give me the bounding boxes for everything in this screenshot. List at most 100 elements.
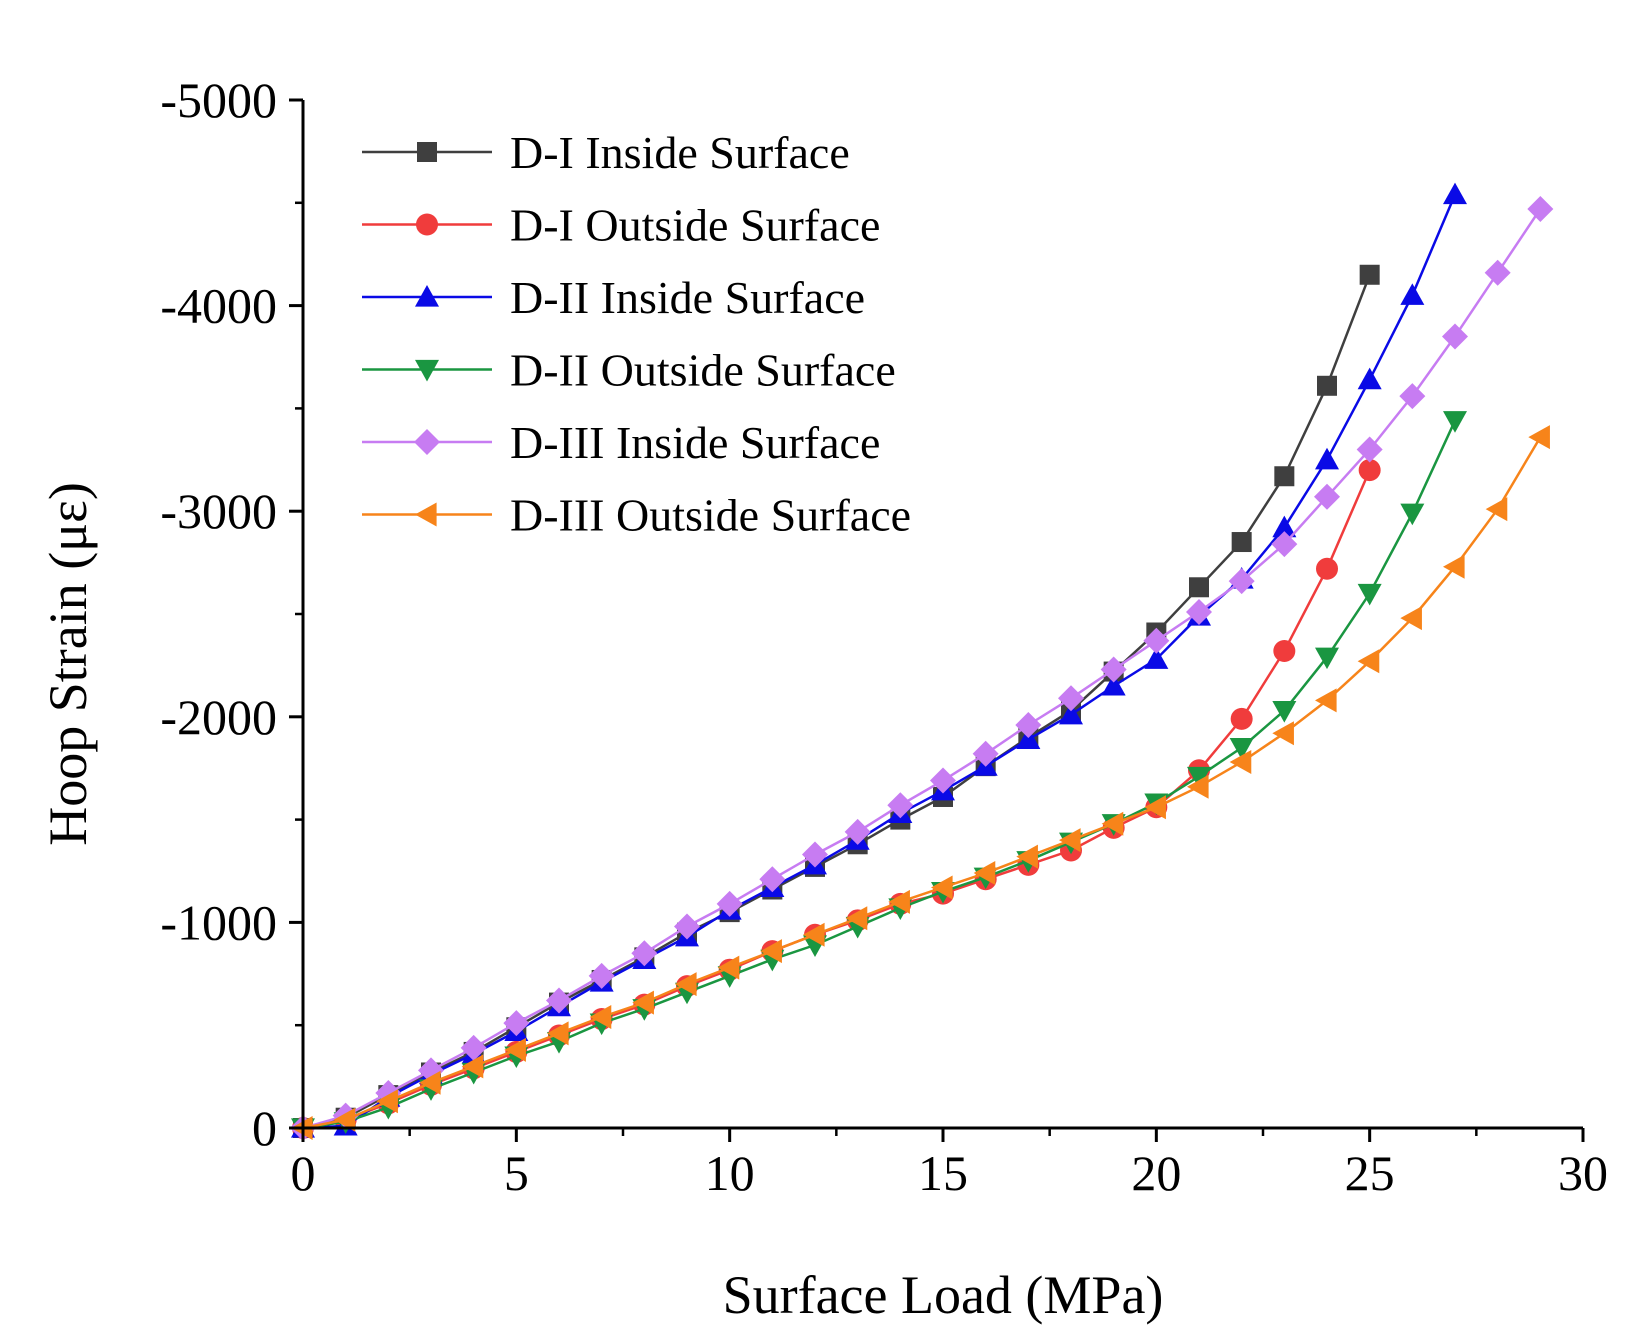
data-point xyxy=(1229,738,1254,760)
data-point xyxy=(1314,483,1340,510)
data-point xyxy=(1356,436,1383,463)
legend-marker xyxy=(414,429,440,455)
data-point xyxy=(1484,259,1511,286)
series-line xyxy=(302,208,1542,1130)
data-point xyxy=(1229,750,1252,775)
x-tick-label: 30 xyxy=(1558,1145,1608,1201)
data-point xyxy=(1101,673,1126,696)
x-tick-label: 25 xyxy=(1345,1145,1395,1201)
y-axis-title: Hoop Strain (με) xyxy=(38,482,98,846)
data-point xyxy=(1058,685,1084,712)
legend-label: D-III Outside Surface xyxy=(510,490,911,541)
data-point xyxy=(1357,649,1380,674)
data-point xyxy=(589,1004,612,1029)
data-point xyxy=(1316,557,1338,580)
data-point xyxy=(546,987,572,1014)
data-point xyxy=(1315,447,1339,470)
series-6 xyxy=(291,425,1550,1140)
legend-item: D-II Inside Surface xyxy=(362,272,865,323)
data-point xyxy=(1443,554,1465,579)
data-point xyxy=(845,906,868,931)
data-point xyxy=(547,1021,569,1046)
legend-marker xyxy=(415,285,439,307)
data-point xyxy=(1400,283,1425,305)
legend-marker xyxy=(415,359,439,382)
data-point xyxy=(675,972,697,997)
series-1 xyxy=(293,264,1380,1138)
data-point xyxy=(632,990,654,1015)
series-line xyxy=(302,436,1542,1130)
data-point xyxy=(760,939,782,964)
data-point xyxy=(887,792,914,819)
data-point xyxy=(1443,182,1467,205)
series-line xyxy=(302,469,1371,1130)
legend-marker xyxy=(416,213,438,236)
legend-marker xyxy=(415,502,437,527)
x-tick-label: 10 xyxy=(705,1145,755,1201)
data-point xyxy=(333,1107,356,1132)
y-tick-label: 0 xyxy=(252,1100,277,1156)
data-point xyxy=(1400,606,1422,631)
data-point xyxy=(460,1034,487,1061)
data-point xyxy=(1187,774,1209,799)
data-point xyxy=(716,890,743,917)
data-point xyxy=(1189,577,1209,598)
data-point xyxy=(1315,647,1339,670)
legend-label: D-I Outside Surface xyxy=(510,200,880,251)
y-tick-label: -5000 xyxy=(160,72,277,128)
data-point xyxy=(759,866,786,893)
data-point xyxy=(1186,598,1212,625)
y-tick-label: -3000 xyxy=(160,483,277,539)
legend-item: D-II Outside Surface xyxy=(362,345,896,396)
data-point xyxy=(1271,531,1298,558)
plot-area xyxy=(290,182,1554,1141)
data-point xyxy=(1101,811,1124,836)
data-point xyxy=(1143,627,1170,654)
data-point xyxy=(1272,515,1297,538)
data-point xyxy=(1059,702,1083,725)
series-line xyxy=(302,194,1457,1130)
data-point xyxy=(1527,195,1554,222)
x-tick-label: 20 xyxy=(1131,1145,1181,1201)
data-point xyxy=(1357,367,1382,390)
legend: D-I Inside Surface D-I Outside Surface D-I… xyxy=(362,127,911,541)
data-point xyxy=(376,1089,398,1114)
data-point xyxy=(1399,383,1426,410)
data-point xyxy=(717,955,740,980)
legend-item: D-I Outside Surface xyxy=(362,200,880,251)
data-point xyxy=(973,861,996,886)
data-point xyxy=(1144,647,1169,669)
data-point xyxy=(1059,828,1081,853)
y-tick-label: -1000 xyxy=(160,894,277,950)
data-point xyxy=(419,1070,441,1095)
series-line xyxy=(302,274,1371,1130)
data-point xyxy=(1272,721,1294,746)
data-point xyxy=(1528,425,1550,450)
x-axis-title: Surface Load (MPa) xyxy=(723,1265,1164,1325)
legend-item: D-I Inside Surface xyxy=(362,127,850,178)
data-point xyxy=(1274,466,1295,487)
data-point xyxy=(1317,375,1337,396)
data-point xyxy=(1357,583,1382,606)
data-point xyxy=(1015,712,1042,739)
x-tick-label: 5 xyxy=(504,1145,529,1201)
data-point xyxy=(972,740,999,767)
x-tick-label: 15 xyxy=(918,1145,968,1201)
data-point xyxy=(461,1054,484,1079)
data-point xyxy=(1100,656,1127,683)
data-point xyxy=(888,889,910,914)
series-3 xyxy=(291,182,1467,1138)
data-point xyxy=(1442,323,1468,350)
data-point xyxy=(1016,727,1041,750)
data-point xyxy=(1273,640,1296,663)
data-point xyxy=(1400,503,1425,526)
legend-marker xyxy=(417,142,437,162)
data-point xyxy=(1358,459,1381,482)
data-point xyxy=(1230,707,1253,730)
data-point xyxy=(1315,688,1337,713)
data-point xyxy=(1228,568,1255,595)
data-point xyxy=(931,875,953,900)
series-2 xyxy=(292,459,1381,1139)
data-point xyxy=(1187,766,1211,789)
legend-label: D-III Inside Surface xyxy=(510,417,880,468)
